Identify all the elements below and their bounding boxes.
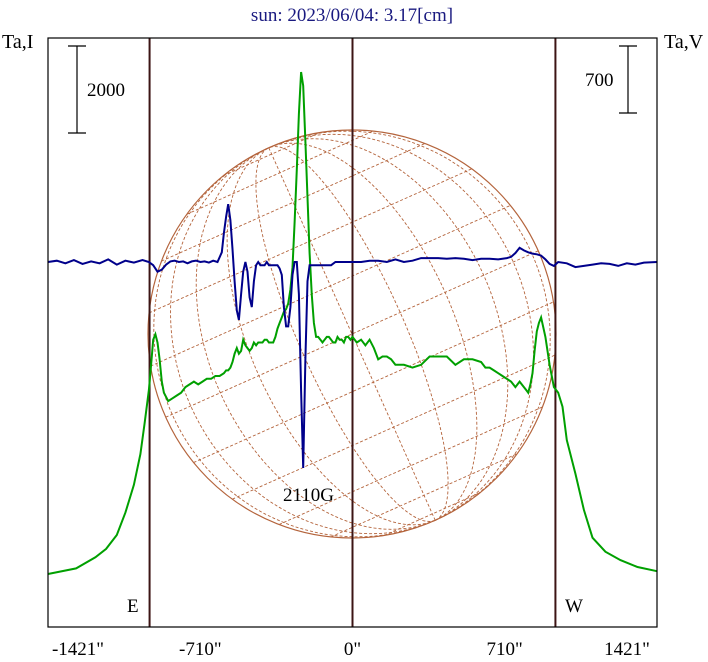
longitude-line [268, 147, 436, 521]
x-tick-label: 1421" [604, 639, 650, 660]
longitude-line [268, 130, 551, 521]
scale-bar-left-label: 2000 [87, 80, 125, 101]
scale-bar-right [619, 45, 637, 114]
x-tick-label: -710" [179, 639, 222, 660]
x-tick-label: -1421" [52, 639, 104, 660]
x-tick-label: 710" [487, 639, 523, 660]
latitude-line [279, 406, 543, 525]
east-label: E [127, 596, 139, 617]
scale-bar-left [68, 45, 86, 134]
longitude-line [268, 133, 534, 521]
x-tick-labels: -1421" -710" 0" 710" 1421" [52, 639, 650, 660]
chart-title: sun: 2023/06/04: 3.17[cm] [251, 5, 453, 26]
y-label-right: Ta,V [664, 31, 704, 53]
vertical-markers [148, 38, 557, 627]
y-label-left: Ta,I [2, 31, 33, 53]
longitude-line [153, 147, 436, 538]
field-strength-annotation: 2110G [283, 485, 334, 506]
longitude-line [195, 147, 436, 530]
stokes-i-line [47, 71, 658, 575]
longitude-line [268, 142, 478, 521]
stokes-v-line [47, 203, 658, 469]
scale-bar-right-label: 700 [585, 70, 614, 91]
plot-frame [47, 37, 658, 628]
longitude-line [170, 147, 436, 535]
x-tick-label: 0" [344, 639, 361, 660]
latitude-line [165, 250, 539, 418]
longitude-line [255, 147, 436, 522]
west-label: W [565, 596, 583, 617]
longitude-line [226, 147, 436, 526]
longitude-line [268, 138, 509, 521]
series-lines [47, 71, 658, 575]
